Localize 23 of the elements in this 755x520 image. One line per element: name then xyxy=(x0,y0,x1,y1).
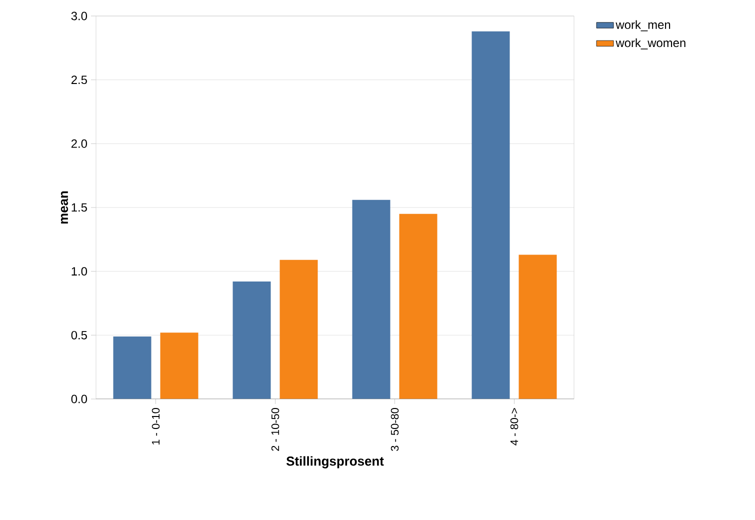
legend-label: work_women xyxy=(616,38,686,50)
y-tick-label: 3.0 xyxy=(71,12,88,20)
bar xyxy=(352,200,390,399)
bar xyxy=(518,254,557,399)
y-tick-label: 0.0 xyxy=(71,394,88,404)
x-tick-label: 2 - 10-50 xyxy=(271,408,280,451)
bar xyxy=(399,214,438,399)
x-tick-label: 3 - 50-80 xyxy=(390,408,399,451)
bar xyxy=(232,282,271,399)
y-tick-label: 2.0 xyxy=(71,139,88,148)
legend-label: work_men xyxy=(616,20,670,32)
x-tick-label: 1 - 0-10 xyxy=(152,408,160,444)
y-tick-label: 1.0 xyxy=(72,267,88,276)
bar xyxy=(280,260,318,399)
y-axis-title: mean xyxy=(60,191,68,224)
y-tick-label: 2.5 xyxy=(71,76,87,84)
x-tick-label: 4 - 80-> xyxy=(510,408,518,446)
x-axis-title: Stillingsprosent xyxy=(286,456,384,468)
bar xyxy=(113,336,152,399)
y-tick-label: 1.5 xyxy=(72,203,87,212)
bar xyxy=(472,31,510,399)
y-tick-label: 0.5 xyxy=(71,330,87,340)
bar xyxy=(160,332,198,399)
